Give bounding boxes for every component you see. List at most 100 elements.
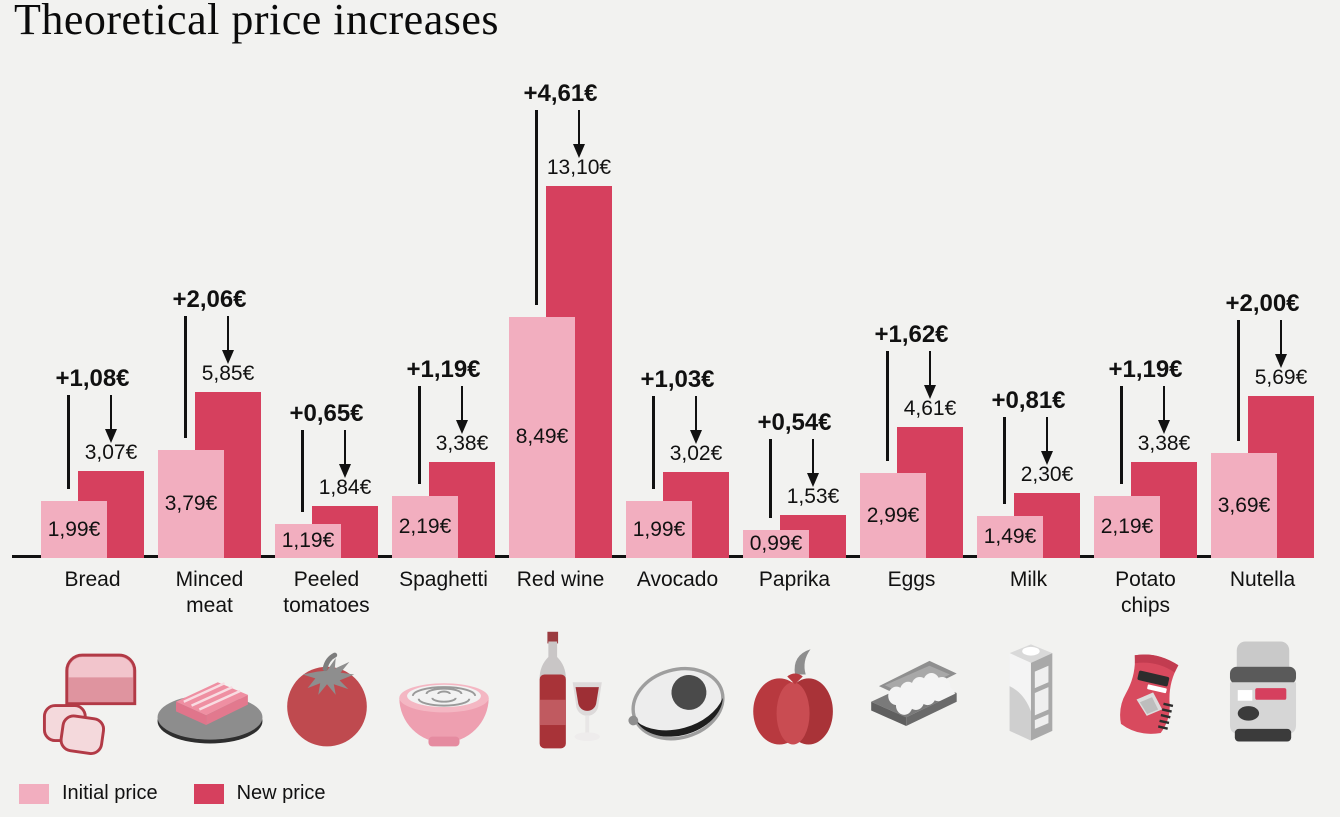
new-price-label: 5,69€	[1254, 366, 1308, 390]
down-arrow-icon	[924, 351, 937, 400]
down-arrow-icon	[807, 438, 820, 487]
down-arrow-head	[456, 420, 468, 434]
legend-item-new: New price	[193, 782, 326, 805]
new-price-label: 5,85€	[201, 361, 255, 385]
initial-price-bar: 3,69€	[1211, 453, 1277, 558]
category-label: Red wine	[516, 568, 605, 591]
new-price-label: 4,61€	[903, 397, 957, 421]
initial-price-bar: 3,79€	[158, 450, 224, 558]
down-arrow-head	[105, 428, 117, 443]
new-price-bar	[195, 391, 261, 558]
new-price-label: 3,02€	[669, 442, 723, 466]
new-price-label: 3,07€	[84, 440, 138, 464]
red-wine-icon	[499, 622, 623, 762]
avocado-icon	[616, 622, 740, 762]
new-price-bar	[663, 472, 729, 558]
category-label: Milk	[1009, 568, 1048, 591]
down-arrow-stem	[460, 386, 464, 420]
down-arrow-stem	[1162, 386, 1166, 420]
down-arrow-icon	[222, 315, 235, 364]
down-arrow-head	[222, 349, 234, 364]
increase-label: +0,81€	[991, 386, 1066, 414]
increase-connector-line	[652, 396, 655, 490]
down-arrow-icon	[1158, 386, 1171, 434]
category-label: Nutella	[1229, 568, 1296, 591]
new-price-bar	[1131, 462, 1197, 558]
increase-connector-line	[418, 386, 421, 484]
increase-connector-line	[769, 438, 772, 518]
increase-connector-line	[67, 394, 70, 490]
increase-connector-line	[1120, 386, 1123, 484]
increase-label: +2,00€	[1225, 290, 1300, 318]
new-price-label: 13,10€	[546, 155, 612, 179]
initial-price-bar: 1,19€	[275, 524, 341, 558]
down-arrow-stem	[928, 351, 932, 386]
milk-icon	[967, 622, 1091, 762]
category-label: Eggs	[887, 568, 936, 591]
down-arrow-icon	[1275, 320, 1288, 369]
increase-label: +1,08€	[55, 364, 130, 392]
legend-label-initial: Initial price	[62, 782, 158, 804]
new-price-bar	[312, 505, 378, 558]
increase-label: +0,54€	[757, 408, 832, 436]
new-price-bar	[429, 462, 495, 558]
down-arrow-stem	[1045, 416, 1049, 451]
down-arrow-stem	[226, 315, 230, 350]
legend-label-new: New price	[236, 782, 326, 804]
new-price-label: 2,30€	[1020, 462, 1074, 486]
initial-price-bar: 1,49€	[977, 515, 1043, 558]
increase-label: +1,19€	[1108, 356, 1183, 383]
initial-price-bar: 2,19€	[1094, 495, 1160, 558]
new-price-bar	[780, 514, 846, 558]
down-arrow-icon	[105, 394, 118, 443]
category-label: Minced meat	[175, 568, 244, 617]
increase-connector-line	[886, 351, 889, 462]
down-arrow-stem	[109, 394, 113, 429]
down-arrow-head	[690, 430, 702, 445]
new-price-label: 1,84€	[318, 475, 372, 499]
potato-chips-icon	[1084, 622, 1208, 762]
initial-price-bar: 2,19€	[392, 495, 458, 558]
bread-icon	[31, 622, 155, 762]
category-label: Spaghetti	[399, 568, 488, 591]
initial-price-label: 0,99€	[749, 531, 803, 555]
down-arrow-head	[1275, 354, 1287, 369]
down-arrow-icon	[456, 386, 469, 434]
increase-label: +1,03€	[640, 366, 715, 394]
new-price-label: 1,53€	[786, 484, 840, 508]
down-arrow-icon	[573, 109, 586, 158]
tomato-icon	[265, 622, 389, 762]
down-arrow-head	[1041, 450, 1053, 465]
down-arrow-head	[807, 472, 819, 487]
initial-price-bar: 0,99€	[743, 529, 809, 558]
increase-connector-line	[1237, 320, 1240, 442]
nutella-icon	[1201, 622, 1325, 762]
increase-label: +2,06€	[172, 285, 247, 313]
down-arrow-icon	[1041, 416, 1054, 465]
category-label: Potato chips	[1115, 568, 1176, 617]
increase-label: +1,62€	[874, 321, 949, 349]
new-price-bar	[1014, 492, 1080, 558]
increase-label: +4,61€	[523, 79, 598, 107]
category-label: Paprika	[758, 568, 831, 591]
initial-price-label: 1,99€	[632, 517, 686, 541]
increase-label: +1,19€	[406, 356, 481, 383]
minced-meat-icon	[148, 622, 272, 762]
down-arrow-stem	[577, 109, 581, 144]
spaghetti-icon	[382, 622, 506, 762]
increase-connector-line	[184, 315, 187, 439]
initial-price-label: 3,69€	[1217, 493, 1271, 517]
initial-price-label: 2,19€	[1100, 514, 1154, 538]
legend: Initial price New price	[19, 782, 326, 805]
increase-connector-line	[535, 109, 538, 305]
initial-price-label: 1,19€	[281, 529, 335, 553]
new-price-bar	[546, 185, 612, 558]
